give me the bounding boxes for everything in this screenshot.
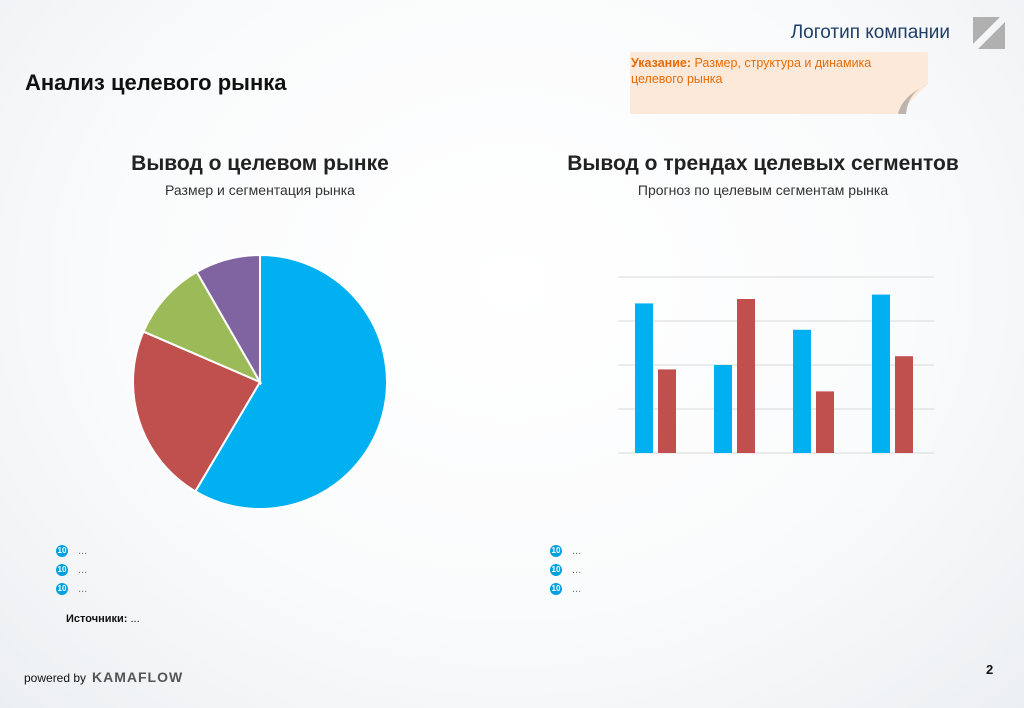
bullet-item: 10... (56, 560, 87, 579)
right-section-title: Вывод о трендах целевых сегментов (567, 152, 959, 175)
bullet-text: ... (572, 544, 582, 557)
bullet-item: 10... (550, 579, 581, 598)
pie-slice-2 (142, 270, 263, 385)
bullet-text: ... (572, 563, 582, 576)
left-section-title: Вывод о целевом рынке (131, 152, 389, 175)
hint-label: Указание: (631, 56, 692, 70)
numbered-10-icon: 10 (550, 582, 562, 595)
bar-s0-c2 (793, 329, 811, 453)
bullet-item: 10... (550, 560, 581, 579)
pie-slice-0 (193, 253, 388, 510)
logo-icon (973, 17, 1005, 49)
numbered-10-icon: 10 (550, 544, 562, 557)
bar-s1-c3 (895, 356, 913, 453)
bullet-text: ... (572, 582, 582, 595)
bullet-item: 10... (56, 541, 87, 560)
bullet-text: ... (78, 582, 88, 595)
powered-by: powered by (24, 671, 87, 685)
right-bullets: 10... 10... 10... (550, 541, 581, 598)
numbered-10-icon: 10 (56, 544, 68, 557)
sources-label: Источники: (66, 613, 128, 625)
kamaflow-logo: KAMAFLOW (92, 669, 184, 685)
numbered-10-icon: 10 (56, 582, 68, 595)
bar-s0-c0 (635, 303, 653, 453)
numbered-10-icon: 10 (56, 563, 68, 576)
hint-note (630, 52, 928, 114)
page-title: Анализ целевого рынка (25, 70, 287, 95)
bullet-text: ... (78, 544, 88, 557)
left-bullets: 10... 10... 10... (56, 541, 87, 598)
bar-s1-c1 (737, 299, 755, 453)
bullet-text: ... (78, 563, 88, 576)
pie-chart (132, 253, 388, 510)
pie-slice-3 (195, 253, 261, 386)
numbered-10-icon: 10 (550, 563, 562, 576)
right-section-subtitle: Прогноз по целевым сегментам рынка (637, 182, 889, 198)
hint-text: Указание: Размер, структура и динамика ц… (631, 55, 911, 87)
sources-text: ... (127, 613, 140, 625)
left-section-subtitle: Размер и сегментация рынка (165, 182, 355, 198)
bar-s0-c3 (872, 294, 890, 453)
bar-chart (618, 276, 934, 454)
bar-s1-c2 (816, 391, 834, 453)
page-curl-icon (898, 84, 928, 114)
bullet-item: 10... (550, 541, 581, 560)
bar-s1-c0 (658, 369, 676, 453)
sources: Источники: ... (66, 613, 140, 625)
pie-slice-1 (132, 330, 262, 493)
page-number: 2 (986, 662, 994, 677)
bullet-item: 10... (56, 579, 87, 598)
company-logo-text: Логотип компании (790, 22, 950, 43)
hint-body: Размер, структура и динамика целевого ры… (631, 56, 872, 86)
bar-s0-c1 (714, 365, 732, 453)
